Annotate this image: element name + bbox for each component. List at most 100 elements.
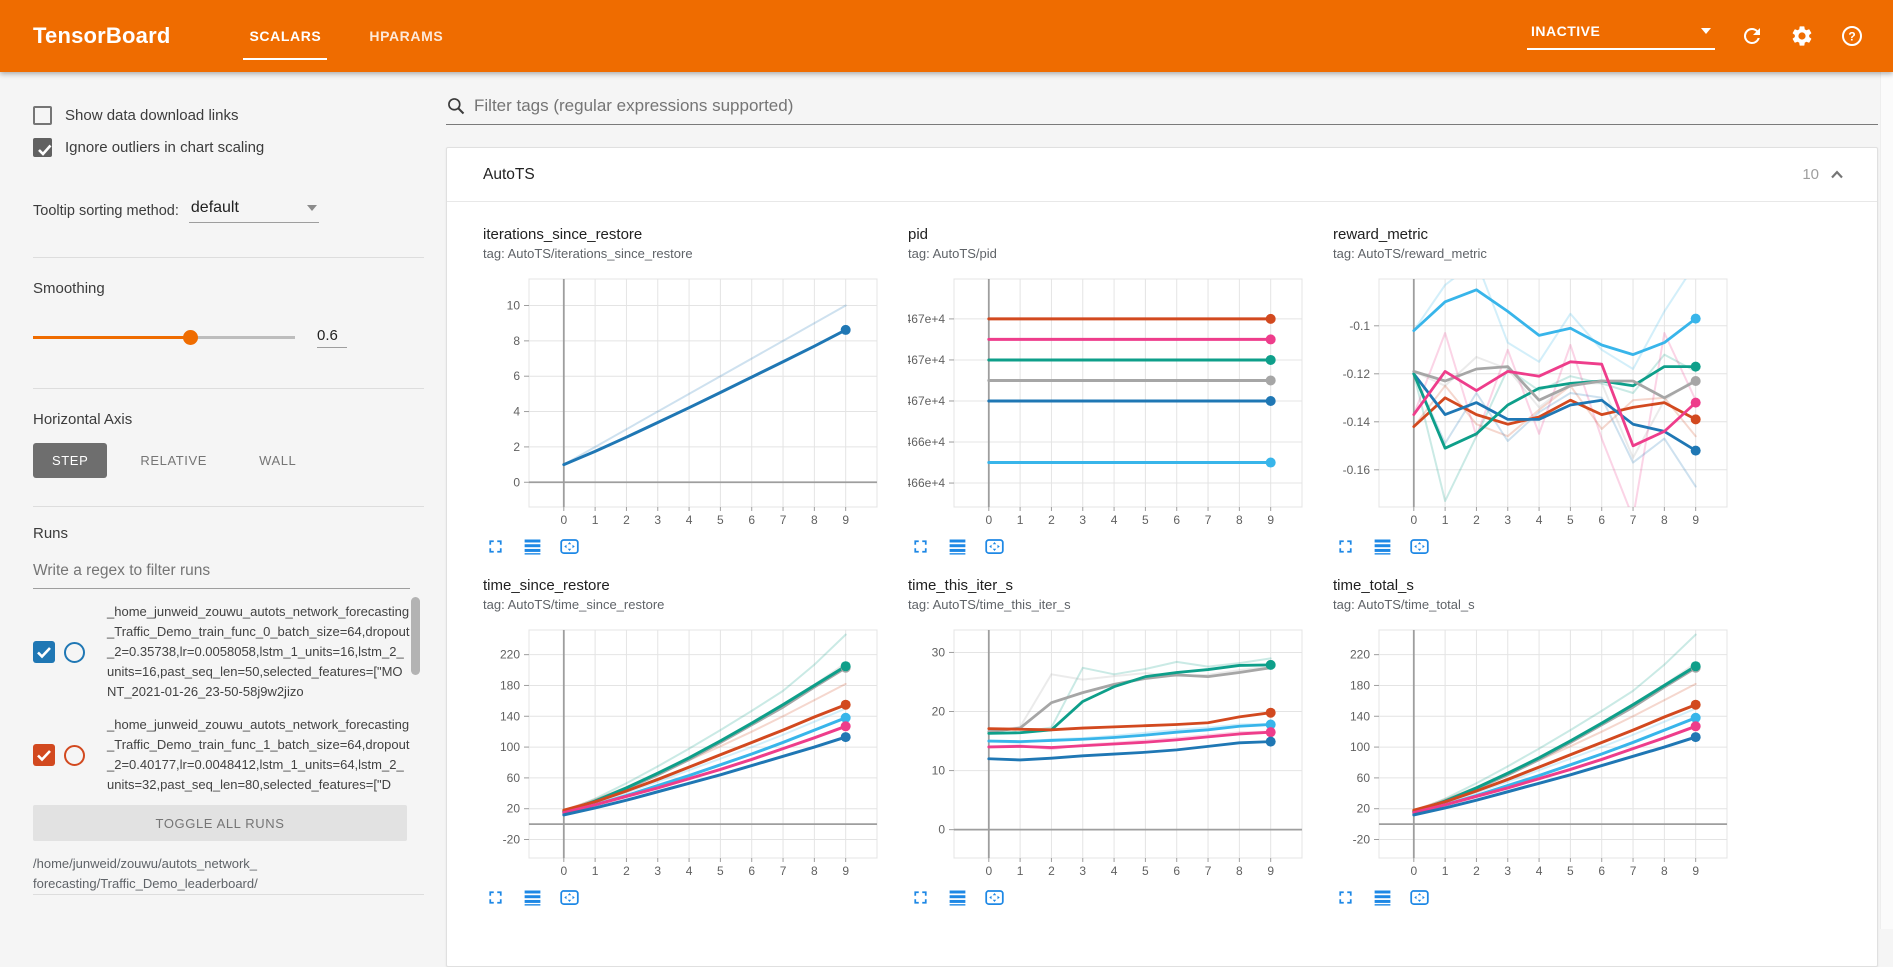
reload-status-dropdown[interactable]: INACTIVE	[1527, 23, 1715, 50]
chart-tag: tag: AutoTS/iterations_since_restore	[483, 246, 908, 261]
refresh-icon	[1740, 24, 1764, 48]
run-1-checkbox[interactable]	[33, 744, 55, 766]
svg-text:1: 1	[1442, 513, 1449, 527]
axis-relative-button[interactable]: RELATIVE	[121, 443, 226, 478]
run-1-radio[interactable]	[64, 745, 85, 766]
help-button[interactable]: ?	[1839, 23, 1865, 49]
svg-text:6: 6	[1173, 513, 1180, 527]
log-directory-path: /home/junweid/zouwu/autots_network_ fore…	[33, 854, 410, 894]
smoothing-slider-fill	[33, 336, 190, 339]
expand-chart-icon[interactable]	[485, 887, 506, 908]
run-selector-icon[interactable]	[522, 887, 543, 908]
svg-text:220: 220	[1350, 648, 1370, 662]
expand-chart-icon[interactable]	[485, 536, 506, 557]
svg-text:-0.1: -0.1	[1349, 319, 1370, 333]
svg-text:60: 60	[1357, 771, 1371, 785]
run-0-checkbox[interactable]	[33, 641, 55, 663]
svg-text:-0.12: -0.12	[1343, 367, 1371, 381]
reload-status-value: INACTIVE	[1531, 23, 1600, 39]
svg-text:9: 9	[1267, 864, 1274, 878]
run-selector-icon[interactable]	[1372, 536, 1393, 557]
svg-text:9: 9	[1692, 513, 1699, 527]
chevron-up-icon[interactable]	[1827, 165, 1847, 185]
expand-chart-icon[interactable]	[1335, 887, 1356, 908]
runs-filter-input[interactable]	[33, 558, 410, 589]
runs-section: Runs _home_junweid_zouwu_autots_network_…	[33, 507, 424, 895]
svg-text:180: 180	[500, 678, 520, 692]
tooltip-sorting-select[interactable]: default	[189, 199, 319, 223]
tag-filter-input[interactable]	[474, 96, 1878, 116]
chart-toolbar	[1335, 887, 1758, 908]
svg-text:8: 8	[1661, 513, 1668, 527]
expand-chart-icon[interactable]	[1335, 536, 1356, 557]
autots-section-header[interactable]: AutoTS 10	[447, 148, 1877, 202]
smoothing-value[interactable]: 0.6	[317, 327, 347, 348]
svg-text:6: 6	[1598, 864, 1605, 878]
tab-scalars[interactable]: SCALARS	[225, 0, 345, 72]
fit-domain-icon[interactable]	[1409, 536, 1430, 557]
tab-hparams[interactable]: HPARAMS	[345, 0, 467, 72]
svg-text:9: 9	[1692, 864, 1699, 878]
show-download-links-checkbox[interactable]	[33, 106, 52, 125]
fit-domain-icon[interactable]	[1409, 887, 1430, 908]
svg-text:4: 4	[1111, 864, 1118, 878]
svg-text:0: 0	[560, 864, 567, 878]
general-settings-section: Show data download links Ignore outliers…	[33, 72, 424, 258]
svg-text:0: 0	[560, 513, 567, 527]
chart-toolbar	[910, 536, 1333, 557]
show-download-links-row[interactable]: Show data download links	[33, 106, 410, 125]
svg-text:0: 0	[1410, 513, 1417, 527]
run-selector-icon[interactable]	[947, 536, 968, 557]
svg-text:1: 1	[1017, 513, 1024, 527]
expand-chart-icon[interactable]	[910, 887, 931, 908]
svg-text:9: 9	[842, 864, 849, 878]
smoothing-label: Smoothing	[33, 280, 410, 297]
page-scrollbar[interactable]	[1880, 72, 1893, 929]
svg-text:3: 3	[1504, 513, 1511, 527]
svg-text:4: 4	[513, 405, 520, 419]
ignore-outliers-row[interactable]: Ignore outliers in chart scaling	[33, 138, 410, 157]
svg-text:30: 30	[932, 645, 946, 659]
svg-text:5: 5	[1142, 864, 1149, 878]
run-0-name: _home_junweid_zouwu_autots_network_forec…	[107, 602, 410, 702]
refresh-button[interactable]	[1739, 23, 1765, 49]
chart-tag: tag: AutoTS/time_since_restore	[483, 597, 908, 612]
expand-chart-icon[interactable]	[910, 536, 931, 557]
smoothing-slider-thumb[interactable]	[183, 330, 198, 345]
chart-card: reward_metric tag: AutoTS/reward_metric …	[1333, 226, 1758, 557]
svg-text:0: 0	[938, 823, 945, 837]
run-0-radio[interactable]	[64, 642, 85, 663]
tooltip-sorting-row: Tooltip sorting method: default	[33, 199, 410, 223]
settings-button[interactable]	[1789, 23, 1815, 49]
run-selector-icon[interactable]	[522, 536, 543, 557]
runs-label: Runs	[33, 525, 410, 542]
smoothing-section: Smoothing 0.6	[33, 258, 424, 389]
run-selector-icon[interactable]	[947, 887, 968, 908]
toggle-all-runs-button[interactable]: TOGGLE ALL RUNS	[33, 805, 407, 841]
svg-text:5: 5	[717, 513, 724, 527]
sidebar-scrollbar-thumb[interactable]	[411, 597, 420, 675]
fit-domain-icon[interactable]	[559, 536, 580, 557]
axis-wall-button[interactable]: WALL	[240, 443, 315, 478]
chart-toolbar	[485, 887, 908, 908]
run-selector-icon[interactable]	[1372, 887, 1393, 908]
svg-text:8: 8	[1661, 864, 1668, 878]
axis-step-button[interactable]: STEP	[33, 443, 107, 478]
svg-text:140: 140	[1350, 709, 1370, 723]
ignore-outliers-label: Ignore outliers in chart scaling	[65, 139, 264, 156]
ignore-outliers-checkbox[interactable]	[33, 138, 52, 157]
smoothing-slider[interactable]	[33, 336, 295, 339]
fit-domain-icon[interactable]	[984, 536, 1005, 557]
svg-text:8: 8	[811, 864, 818, 878]
chart-count: 10	[1802, 166, 1819, 183]
fit-domain-icon[interactable]	[984, 887, 1005, 908]
fit-domain-icon[interactable]	[559, 887, 580, 908]
chart-plot[interactable]: 01234567892.467e+42.467e+42.467e+42.466e…	[908, 271, 1312, 533]
